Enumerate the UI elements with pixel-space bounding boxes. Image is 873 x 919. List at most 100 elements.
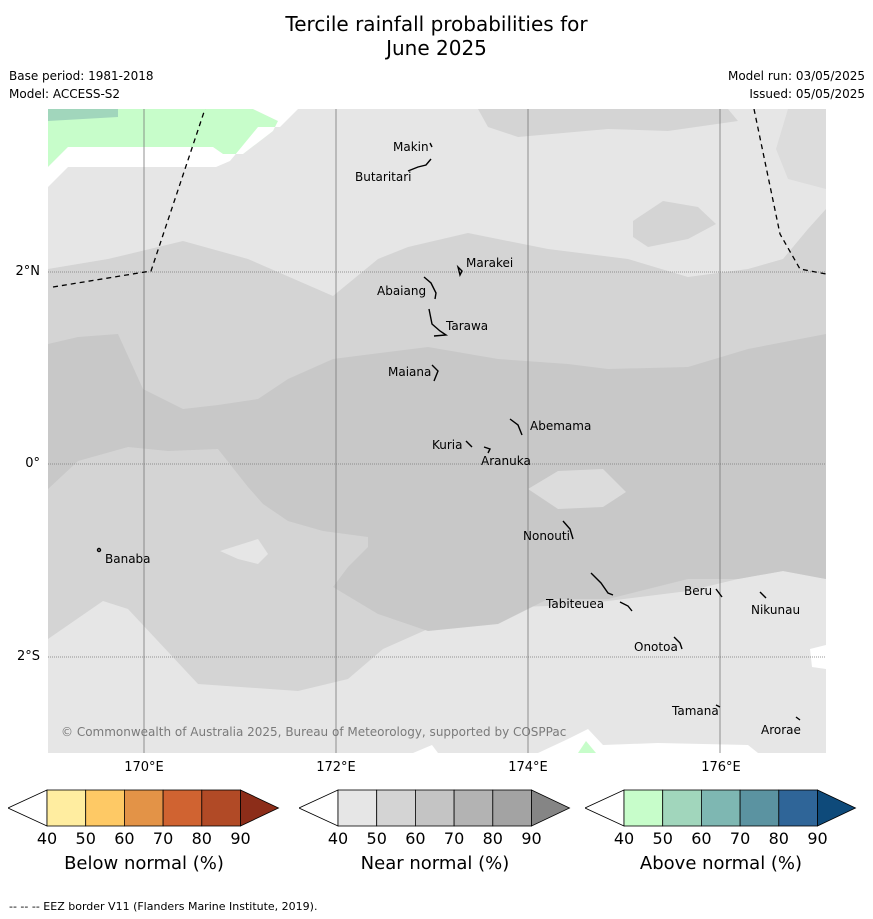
island-outlines: [96, 142, 801, 721]
colorbar-tick-label: 50: [367, 829, 387, 848]
colorbar-segment: [453, 789, 494, 827]
island-labels: Makin Butaritari Marakei Abaiang Tarawa …: [105, 140, 801, 737]
label-arorae: Arorae: [761, 723, 801, 737]
label-nonouti: Nonouti: [523, 529, 570, 543]
model-name: Model: ACCESS-S2: [9, 87, 121, 101]
colorbar-segment: [337, 789, 378, 827]
colorbar-tick-label: 80: [192, 829, 212, 848]
eez-footnote: -- -- -- EEZ border V11 (Flanders Marine…: [9, 900, 318, 913]
lat-label-2n: 2°N: [15, 264, 41, 279]
colorbar-segment: [492, 789, 532, 827]
colorbar-segment: [701, 789, 741, 827]
colorbar-segment: [623, 789, 664, 827]
colorbar-extend-low: [7, 789, 48, 827]
lon-label-176e: 176°E: [701, 760, 741, 775]
label-beru: Beru: [684, 584, 712, 598]
copyright-text: © Commonwealth of Australia 2025, Bureau…: [61, 725, 566, 739]
lon-label-174e: 174°E: [508, 760, 548, 775]
colorbar-svg-above: 40 50 60 70 80 90: [584, 789, 857, 848]
title-line-2: June 2025: [386, 36, 487, 60]
colorbar-extend-low: [584, 789, 625, 827]
label-tarawa: Tarawa: [445, 319, 488, 333]
colorbar-segment: [415, 789, 455, 827]
meta-left: Base period: 1981-2018 Model: ACCESS-S2: [9, 67, 154, 103]
label-abemama: Abemama: [530, 419, 591, 433]
light-patch-northeast: [776, 109, 826, 189]
colorbar-segment: [124, 789, 164, 827]
lat-label-0: 0°: [25, 456, 40, 471]
above-normal-50-region: [48, 109, 118, 121]
near-normal-60-region: [48, 334, 826, 631]
colorbar-tick-label: 90: [807, 829, 827, 848]
lat-label-2s: 2°S: [16, 649, 40, 664]
colorbar-segment: [376, 789, 416, 827]
label-onotoa: Onotoa: [634, 640, 678, 654]
lon-label-172e: 172°E: [316, 760, 356, 775]
colorbar-extend-high: [531, 789, 571, 827]
light-patch-top: [478, 109, 738, 137]
light-patch-west: [220, 539, 268, 564]
label-maiana: Maiana: [388, 365, 431, 379]
colorbar-tick-label: 90: [521, 829, 541, 848]
colorbar-tick-label: 40: [614, 829, 634, 848]
colorbar-tick-label: 50: [76, 829, 96, 848]
model-run: Model run: 03/05/2025: [727, 69, 865, 83]
map-svg: Makin Butaritari Marakei Abaiang Tarawa …: [48, 109, 826, 753]
meta-right: Model run: 03/05/2025 Issued: 05/05/2025: [728, 67, 865, 103]
above-normal-bottom: [578, 741, 596, 753]
colorbar-extend-high: [240, 789, 280, 827]
colorbar-tick-label: 70: [153, 829, 173, 848]
colorbar-tick-label: 60: [691, 829, 711, 848]
graticule: [48, 109, 826, 753]
issued-date: Issued: 05/05/2025: [749, 87, 865, 101]
colorbar-tick-label: 70: [730, 829, 750, 848]
colorbar-segment: [662, 789, 702, 827]
light-patch-north: [633, 201, 716, 247]
colorbar-segment: [85, 789, 125, 827]
lon-label-170e: 170°E: [124, 760, 164, 775]
base-period: Base period: 1981-2018: [9, 69, 154, 83]
no-data-bottom-1: [413, 745, 438, 753]
map-title: Tercile rainfall probabilities for June …: [0, 12, 873, 60]
colorbar-above-normal: 40 50 60 70 80 90: [584, 789, 859, 855]
colorbar-label-below: Below normal (%): [64, 853, 224, 874]
colorbar-label-above: Above normal (%): [639, 853, 803, 874]
light-patch-central: [528, 469, 626, 509]
colorbar-tick-label: 40: [328, 829, 348, 848]
colorbar-segment: [46, 789, 87, 827]
colorbar-extend-low: [298, 789, 339, 827]
label-banaba: Banaba: [105, 552, 151, 566]
colorbar-svg-below: 40 50 60 70 80 90: [7, 789, 280, 848]
label-kuria: Kuria: [432, 438, 463, 452]
no-data-bottom-2: [538, 729, 758, 753]
label-butaritari: Butaritari: [355, 170, 412, 184]
colorbar-segment: [739, 789, 780, 827]
label-marakei: Marakei: [466, 256, 513, 270]
colorbar-tick-label: 80: [769, 829, 789, 848]
above-normal-region: [48, 109, 278, 167]
colorbar-near-normal: 40 50 60 70 80 90: [298, 789, 573, 855]
map-panel[interactable]: Makin Butaritari Marakei Abaiang Tarawa …: [48, 109, 826, 753]
colorbar-segment: [162, 789, 203, 827]
label-aranuka: Aranuka: [481, 454, 531, 468]
colorbar-tick-label: 50: [653, 829, 673, 848]
label-tabiteuea: Tabiteuea: [545, 597, 604, 611]
label-makin: Makin: [393, 140, 429, 154]
colorbar-tick-label: 80: [483, 829, 503, 848]
colorbar-segment: [201, 789, 241, 827]
colorbar-extend-high: [817, 789, 857, 827]
title-line-1: Tercile rainfall probabilities for: [285, 12, 588, 36]
colorbar-below-normal: 40 50 60 70 80 90: [7, 789, 282, 855]
colorbar-tick-label: 70: [444, 829, 464, 848]
colorbar-tick-label: 60: [405, 829, 425, 848]
no-data-strip: [48, 109, 298, 187]
eez-border: [52, 109, 826, 288]
colorbar-tick-label: 40: [37, 829, 57, 848]
colorbar-svg-near: 40 50 60 70 80 90: [298, 789, 571, 848]
label-tamana: Tamana: [671, 704, 719, 718]
colorbar-tick-label: 90: [230, 829, 250, 848]
colorbar-tick-label: 60: [114, 829, 134, 848]
label-nikunau: Nikunau: [751, 603, 800, 617]
label-abaiang: Abaiang: [377, 284, 426, 298]
colorbar-segment: [778, 789, 818, 827]
